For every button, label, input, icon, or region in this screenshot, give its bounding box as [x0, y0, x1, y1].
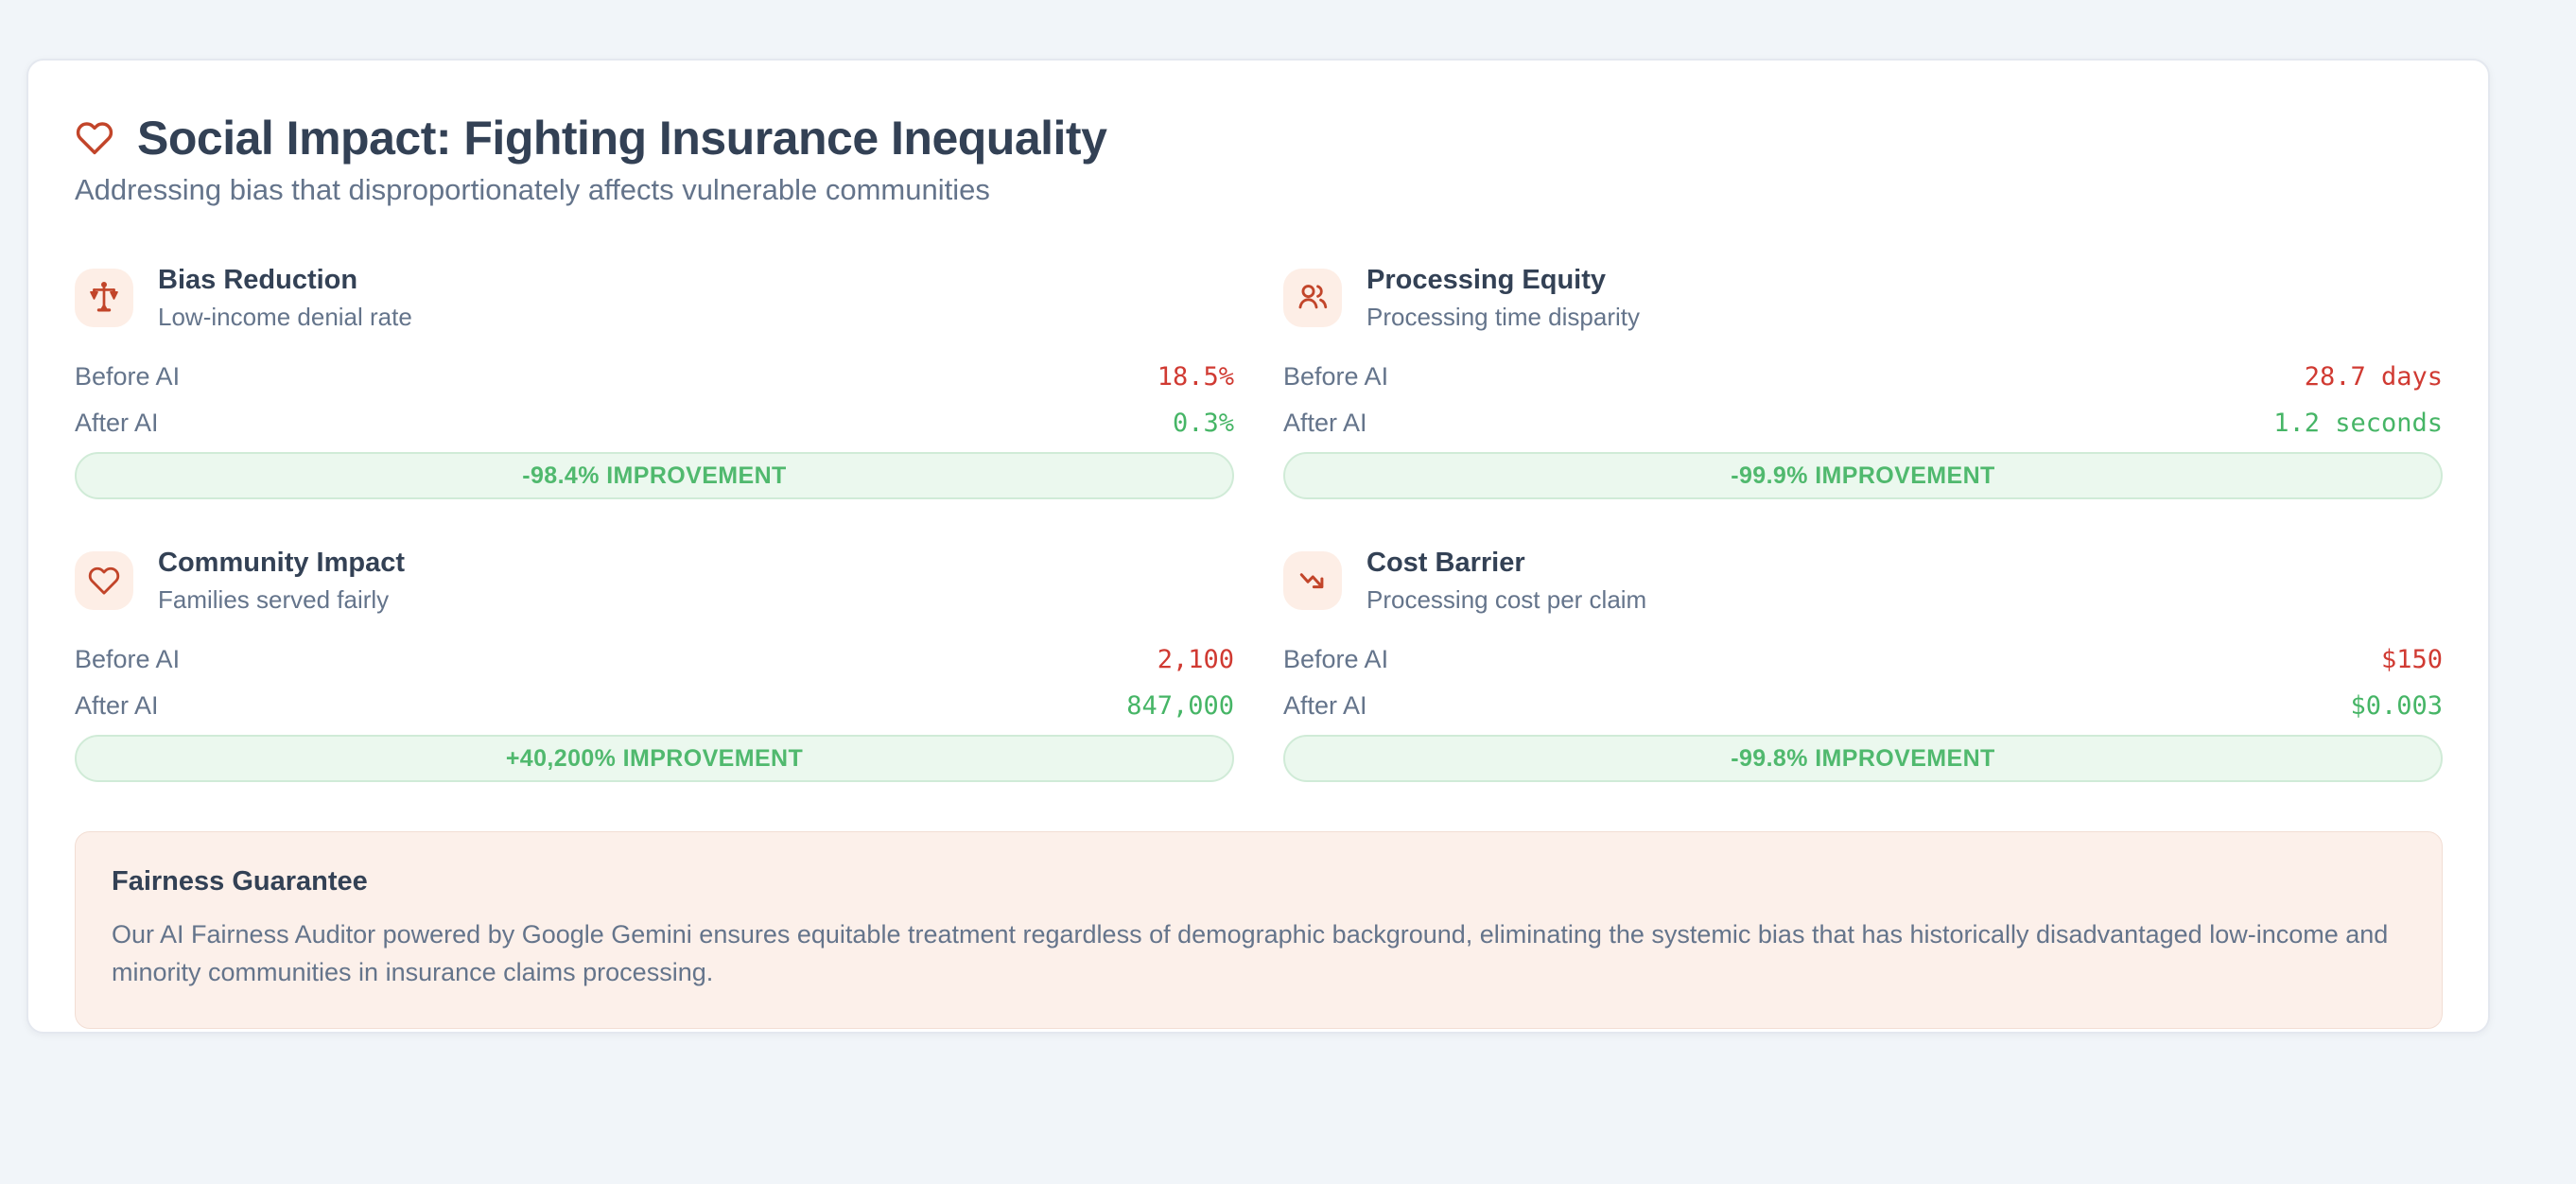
- metric-subtitle: Processing time disparity: [1366, 303, 1640, 331]
- metric-title: Cost Barrier: [1366, 548, 1525, 578]
- after-ai-row: After AI $0.003: [1283, 691, 2443, 721]
- metric-titles: Cost Barrier Processing cost per claim: [1366, 547, 1646, 614]
- metric-subtitle: Low-income denial rate: [158, 303, 412, 331]
- metric-rows: Before AI 28.7 days After AI 1.2 seconds: [1283, 362, 2443, 438]
- before-ai-value: $150: [2380, 645, 2443, 674]
- users-icon: [1298, 284, 1328, 308]
- page-title: Social Impact: Fighting Insurance Inequa…: [137, 112, 1107, 165]
- metric-card-community-impact: Community Impact Families served fairly …: [75, 547, 1234, 782]
- before-ai-value: 28.7 days: [2304, 362, 2443, 392]
- after-ai-value: 847,000: [1126, 691, 1234, 721]
- before-ai-value: 18.5%: [1157, 362, 1234, 392]
- fairness-title: Fairness Guarantee: [112, 866, 368, 897]
- before-ai-value: 2,100: [1157, 645, 1234, 674]
- trending-down-icon: [1299, 572, 1324, 588]
- metric-subtitle: Families served fairly: [158, 585, 390, 614]
- before-ai-row: Before AI 2,100: [75, 645, 1234, 674]
- before-ai-row: Before AI 18.5%: [75, 362, 1234, 392]
- after-ai-row: After AI 847,000: [75, 691, 1234, 721]
- improvement-badge: -98.4% IMPROVEMENT: [75, 452, 1234, 499]
- metric-icon-chip: [75, 268, 133, 327]
- social-impact-card: Social Impact: Fighting Insurance Inequa…: [26, 59, 2490, 1034]
- metric-card-cost-barrier: Cost Barrier Processing cost per claim B…: [1283, 547, 2443, 782]
- metric-header: Processing Equity Processing time dispar…: [1283, 264, 2443, 331]
- scale-icon: [90, 281, 118, 312]
- metric-icon-chip: [1283, 268, 1342, 327]
- metric-rows: Before AI 18.5% After AI 0.3%: [75, 362, 1234, 438]
- metric-icon-chip: [1283, 550, 1342, 610]
- metric-header: Cost Barrier Processing cost per claim: [1283, 547, 2443, 614]
- page-subtitle: Addressing bias that disproportionately …: [75, 173, 990, 206]
- before-ai-label: Before AI: [75, 362, 181, 391]
- metric-icon-chip: [75, 550, 133, 610]
- page-header: Social Impact: Fighting Insurance Inequa…: [75, 111, 2443, 165]
- before-ai-label: Before AI: [1283, 362, 1389, 391]
- before-ai-label: Before AI: [1283, 645, 1389, 673]
- after-ai-label: After AI: [1283, 691, 1367, 720]
- metric-titles: Community Impact Families served fairly: [158, 547, 405, 614]
- metric-title: Community Impact: [158, 548, 406, 578]
- before-ai-row: Before AI 28.7 days: [1283, 362, 2443, 392]
- metric-titles: Bias Reduction Low-income denial rate: [158, 264, 412, 331]
- heart-icon: [88, 566, 120, 594]
- after-ai-value: 0.3%: [1172, 409, 1234, 438]
- metric-header: Community Impact Families served fairly: [75, 547, 1234, 614]
- before-ai-row: Before AI $150: [1283, 645, 2443, 674]
- after-ai-value: $0.003: [2350, 691, 2443, 721]
- after-ai-label: After AI: [75, 691, 159, 720]
- metrics-grid: Bias Reduction Low-income denial rate Be…: [75, 264, 2443, 782]
- fairness-body: Our AI Fairness Auditor powered by Googl…: [112, 920, 2389, 986]
- heart-icon: [76, 122, 113, 155]
- metric-card-processing-equity: Processing Equity Processing time dispar…: [1283, 264, 2443, 499]
- after-ai-row: After AI 0.3%: [75, 409, 1234, 438]
- metric-subtitle: Processing cost per claim: [1366, 585, 1647, 614]
- metric-title: Bias Reduction: [158, 265, 358, 295]
- improvement-badge: +40,200% IMPROVEMENT: [75, 735, 1234, 782]
- improvement-badge: -99.8% IMPROVEMENT: [1283, 735, 2443, 782]
- after-ai-row: After AI 1.2 seconds: [1283, 409, 2443, 438]
- after-ai-value: 1.2 seconds: [2273, 409, 2443, 438]
- fairness-guarantee-callout: Fairness Guarantee Our AI Fairness Audit…: [75, 831, 2443, 1029]
- after-ai-label: After AI: [1283, 409, 1367, 437]
- metric-card-bias-reduction: Bias Reduction Low-income denial rate Be…: [75, 264, 1234, 499]
- metric-rows: Before AI 2,100 After AI 847,000: [75, 645, 1234, 721]
- before-ai-label: Before AI: [75, 645, 181, 673]
- metric-titles: Processing Equity Processing time dispar…: [1366, 264, 1640, 331]
- metric-header: Bias Reduction Low-income denial rate: [75, 264, 1234, 331]
- improvement-badge: -99.9% IMPROVEMENT: [1283, 452, 2443, 499]
- after-ai-label: After AI: [75, 409, 159, 437]
- metric-title: Processing Equity: [1366, 265, 1607, 295]
- metric-rows: Before AI $150 After AI $0.003: [1283, 645, 2443, 721]
